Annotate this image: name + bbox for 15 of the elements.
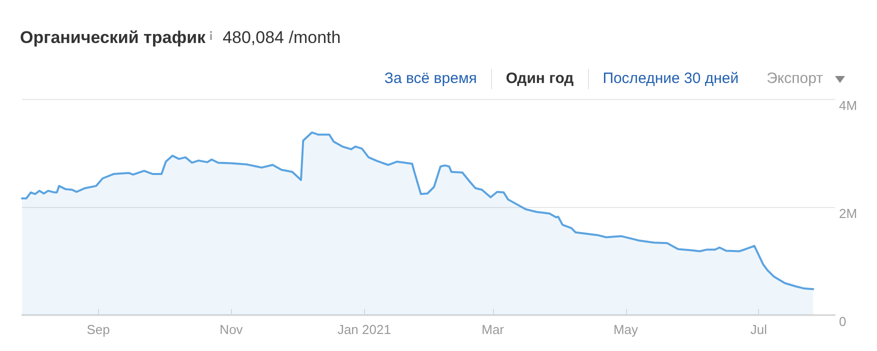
text: Один год <box>490 69 588 89</box>
y-tick-label: 2M <box>839 206 858 221</box>
text: Экспорт <box>766 69 824 89</box>
x-tick-label: Jul <box>750 322 768 337</box>
chart-subtitle: 480,084 /month <box>222 28 341 48</box>
y-tick-label: 4M <box>839 98 858 113</box>
x-tick-label: May <box>613 322 639 337</box>
y-tick-label: 0 <box>839 314 846 329</box>
x-tick-label: Nov <box>220 322 244 337</box>
text: Последние 30 дней <box>588 69 753 89</box>
x-tick-label: Mar <box>482 322 505 337</box>
x-tick-label: Sep <box>86 322 110 337</box>
chart-title: Органический трафик <box>20 28 206 48</box>
x-tick-label: Jan 2021 <box>337 322 391 337</box>
text: За всё время <box>383 69 478 89</box>
